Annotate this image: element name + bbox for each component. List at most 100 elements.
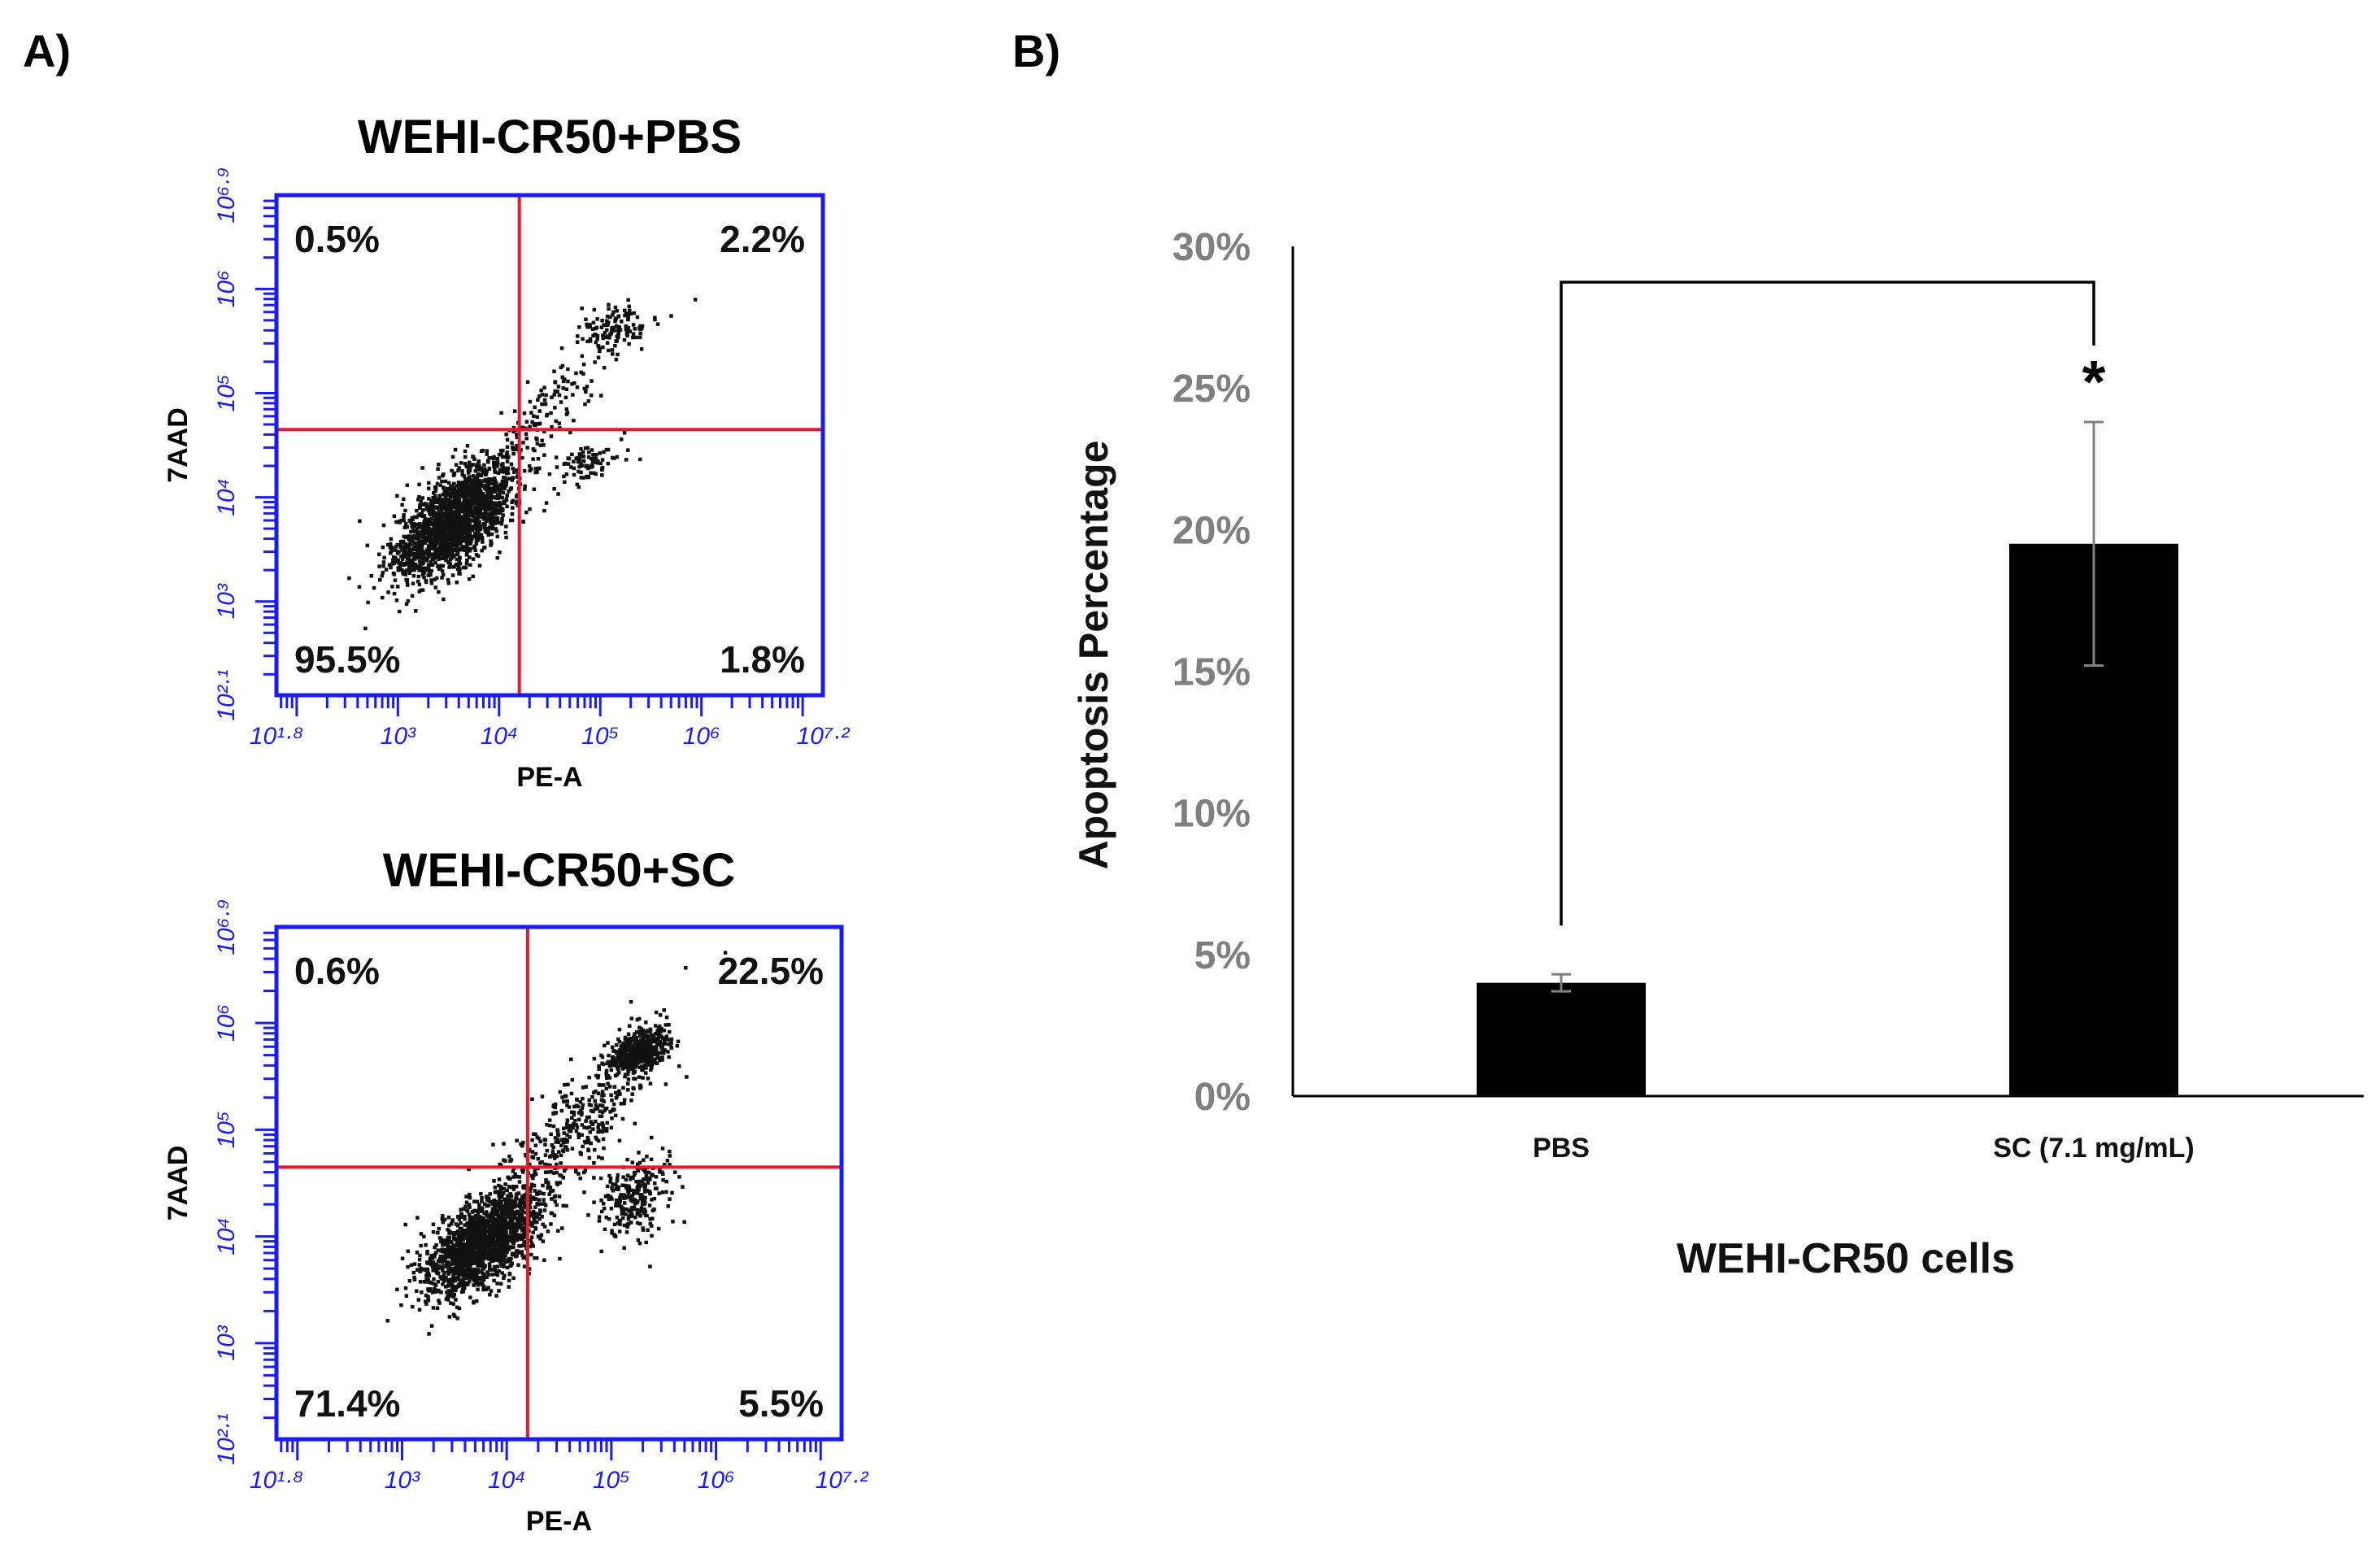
event-dot [476,481,481,485]
event-dot [513,1199,517,1203]
event-dot [489,1239,494,1243]
event-dot [405,524,409,529]
event-dot [527,1205,532,1210]
event-dot [486,1238,491,1242]
event-dot [468,1272,472,1276]
event-dot [640,1180,644,1184]
event-dot [419,561,423,565]
event-dot [464,1257,468,1261]
event-dot [433,531,438,535]
event-dot [417,494,421,499]
event-dot [467,1203,472,1207]
event-dot [552,1213,557,1217]
event-dot [437,1301,442,1305]
event-dot [620,320,624,324]
event-dot [631,335,635,340]
event-dot [626,1072,630,1077]
event-dot [598,451,602,455]
x-tick-label: 10³ [381,723,416,750]
event-dot [474,1213,478,1218]
event-dot [433,577,437,581]
event-dot [638,1051,643,1055]
event-dot [653,1186,658,1190]
event-dot [512,470,516,474]
event-dot [504,524,508,529]
event-dot [606,447,611,452]
event-dot [468,542,472,546]
event-dot [633,327,637,331]
event-dot [470,1209,475,1214]
event-dot [520,455,524,460]
event-dot [433,552,437,556]
event-dot [398,563,403,567]
event-dot [476,1264,481,1268]
event-dot [517,1175,521,1179]
event-dot [378,577,382,582]
event-dot [468,478,472,483]
event-dot [447,1231,451,1235]
event-dot [464,482,469,486]
event-dot [436,1271,441,1276]
event-dot [425,538,429,543]
event-dot [507,1247,511,1251]
event-dot [413,546,418,550]
event-dot [426,1277,430,1281]
event-dot [643,1056,648,1061]
event-dot [509,1226,513,1230]
event-dot [420,466,424,470]
event-dot [433,544,438,548]
event-dot [482,498,486,502]
event-dot [606,1194,610,1198]
event-dot [550,1188,555,1193]
event-dot [650,1198,654,1202]
event-dot [500,508,505,513]
event-dot [455,557,459,562]
event-dot [427,520,431,524]
event-dot [446,1255,451,1260]
event-dot [618,1218,623,1223]
event-dot [602,450,606,455]
event-dot [480,511,484,516]
event-dot [405,568,409,572]
event-dot [522,1229,527,1234]
event-dot [481,1264,486,1268]
event-dot [543,1142,547,1146]
event-dot [619,1064,623,1068]
event-dot [381,523,386,528]
event-dot [559,346,564,350]
event-dot [619,1204,623,1209]
event-dot [498,507,502,511]
event-dot [639,1196,643,1201]
event-dot [418,506,422,511]
event-dot [529,1199,533,1204]
event-dot [581,450,585,455]
event-dot [460,1234,464,1238]
event-dot [616,315,621,319]
event-dot [458,1245,462,1250]
event-dot [664,1179,668,1184]
event-dot [439,1277,444,1281]
event-dot [481,514,486,519]
event-dot [658,1170,662,1174]
event-dot [476,1276,481,1280]
event-dot [623,313,627,318]
event-dot [423,540,428,545]
event-dot [483,1202,487,1206]
event-dot [459,1239,463,1243]
event-dot [442,498,446,502]
event-dot [454,503,458,507]
event-dot [420,545,424,549]
event-dot [520,1250,524,1254]
event-dot [513,1254,518,1259]
event-dot [505,1198,509,1203]
event-dot [577,452,581,456]
event-dot [482,500,486,504]
event-dot [462,1253,467,1258]
event-dot [479,1220,484,1225]
event-dot [511,506,515,510]
event-dot [443,515,448,519]
event-dot [536,1234,541,1238]
event-dot [641,1051,645,1055]
event-dot [476,1236,481,1241]
event-dot [530,1150,535,1154]
